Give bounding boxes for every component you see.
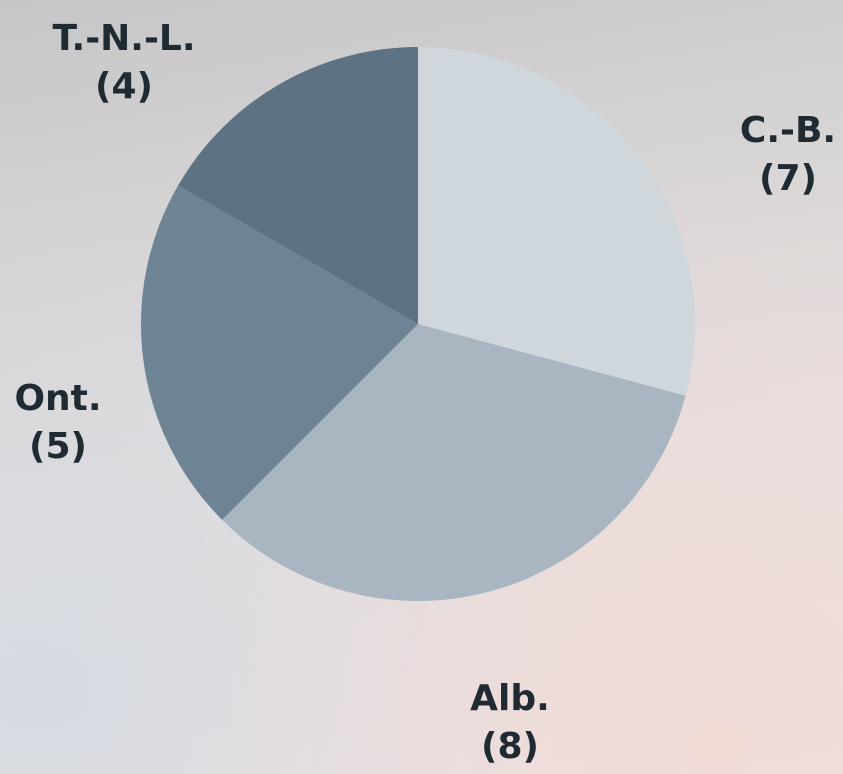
slice-label-count: (5) [29,426,87,467]
pie-slice-t-n-l [178,47,418,324]
slice-label-count: (4) [95,66,153,107]
slice-label-name: C.-B. [740,110,836,151]
pie-slice-alb [222,324,686,601]
pie-slice-c-b [418,47,695,396]
pie-labels: C.-B. (7) Alb. (8) Ont. (5) T.-N.-L. (4) [14,18,836,767]
pie-slices [141,47,695,601]
slice-label-count: (8) [481,726,539,767]
slice-label-count: (7) [759,158,817,199]
slice-label-name: Alb. [470,678,550,719]
slice-label-name: T.-N.-L. [52,18,195,59]
pie-slice-ont [141,185,418,520]
slice-label-name: Ont. [14,378,101,419]
